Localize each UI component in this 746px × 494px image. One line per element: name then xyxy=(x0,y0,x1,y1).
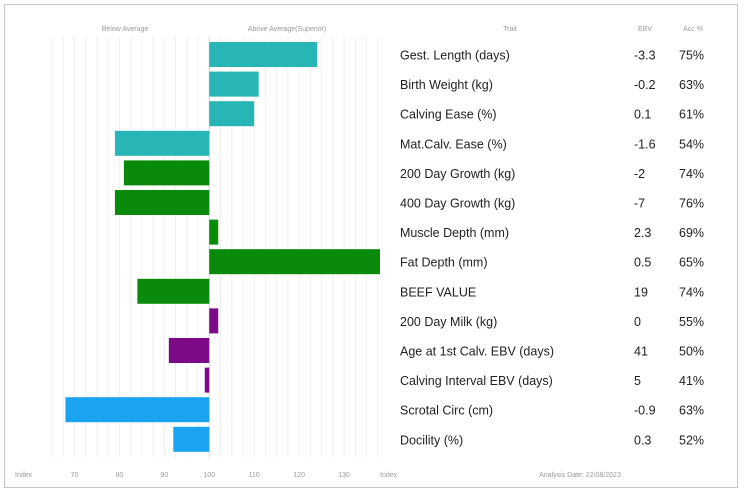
bar xyxy=(204,367,210,393)
ebv-value: 0 xyxy=(634,315,641,329)
accuracy-value: 61% xyxy=(679,108,704,122)
x-tick-label: 80 xyxy=(115,472,123,479)
accuracy-value: 74% xyxy=(679,285,704,299)
trait-label: Fat Depth (mm) xyxy=(400,256,488,270)
x-tick-label: 90 xyxy=(160,472,168,479)
accuracy-value: 69% xyxy=(679,226,704,240)
trait-label: 200 Day Growth (kg) xyxy=(400,167,515,181)
trait-label: Docility (%) xyxy=(400,433,463,447)
accuracy-value: 76% xyxy=(679,197,704,211)
trait-column-header: Trait xyxy=(503,26,517,33)
trait-label: 200 Day Milk (kg) xyxy=(400,315,497,329)
accuracy-value: 65% xyxy=(679,256,704,270)
x-tick-label: 100 xyxy=(203,472,215,479)
bar xyxy=(209,71,259,97)
x-axis-left-label: Index xyxy=(15,472,33,479)
bar xyxy=(137,278,210,304)
bar xyxy=(209,249,381,275)
accuracy-value: 74% xyxy=(679,167,704,181)
trait-label: Calving Ease (%) xyxy=(400,108,497,122)
trait-label: BEEF VALUE xyxy=(400,285,476,299)
bar-chart: 70 80 90 100 110 120 130 Below Average Above A… xyxy=(15,26,704,479)
bar xyxy=(209,308,219,334)
chart-frame: 70 80 90 100 110 120 130 Below Average Above A… xyxy=(4,4,738,488)
accuracy-value: 63% xyxy=(679,404,704,418)
x-axis-right-label: Index xyxy=(380,472,398,479)
trait-label: Scrotal Circ (cm) xyxy=(400,404,493,418)
accuracy-value: 54% xyxy=(679,137,704,151)
below-average-label: Below Average xyxy=(102,26,149,33)
accuracy-value: 41% xyxy=(679,374,704,388)
ebv-value: 0.3 xyxy=(634,433,651,447)
ebv-value: 0.5 xyxy=(634,256,651,270)
accuracy-value: 75% xyxy=(679,49,704,63)
trait-label: Gest. Length (days) xyxy=(400,49,510,63)
ebv-value: 2.3 xyxy=(634,226,651,240)
trait-label: 400 Day Growth (kg) xyxy=(400,197,515,211)
ebv-value: -3.3 xyxy=(634,49,656,63)
trait-label: Mat.Calv. Ease (%) xyxy=(400,137,507,151)
accuracy-value: 55% xyxy=(679,315,704,329)
ebv-value: 5 xyxy=(634,374,641,388)
trait-label: Calving Interval EBV (days) xyxy=(400,374,553,388)
ebv-value: -0.2 xyxy=(634,78,656,92)
bar xyxy=(114,130,210,156)
bar xyxy=(173,426,210,452)
bar xyxy=(209,101,255,127)
ebv-value: 19 xyxy=(634,285,648,299)
ebv-value: -7 xyxy=(634,197,645,211)
bar xyxy=(209,42,318,67)
ebv-value: -0.9 xyxy=(634,404,656,418)
x-tick-label: 120 xyxy=(293,472,305,479)
accuracy-value: 50% xyxy=(679,345,704,359)
bar xyxy=(65,397,210,423)
ebv-value: -2 xyxy=(634,167,645,181)
x-tick-label: 110 xyxy=(249,472,260,479)
ebv-value: 41 xyxy=(634,345,648,359)
acc-column-header: Acc % xyxy=(683,26,703,33)
accuracy-value: 63% xyxy=(679,78,704,92)
above-average-label: Above Average(Superior) xyxy=(248,26,326,33)
ebv-value: -1.6 xyxy=(634,137,656,151)
bar xyxy=(209,219,219,245)
accuracy-value: 52% xyxy=(679,433,704,447)
analysis-date: Analysis Date: 22/08/2023 xyxy=(539,472,621,479)
trait-label: Muscle Depth (mm) xyxy=(400,226,509,240)
trait-label: Age at 1st Calv. EBV (days) xyxy=(400,345,554,359)
x-tick-label: 130 xyxy=(338,472,350,479)
ebv-value: 0.1 xyxy=(634,108,651,122)
bar xyxy=(114,190,210,215)
ebv-column-header: EBV xyxy=(638,26,652,33)
bar xyxy=(123,160,210,186)
x-tick-label: 70 xyxy=(71,472,79,479)
bar xyxy=(168,338,210,363)
trait-label: Birth Weight (kg) xyxy=(400,78,493,92)
